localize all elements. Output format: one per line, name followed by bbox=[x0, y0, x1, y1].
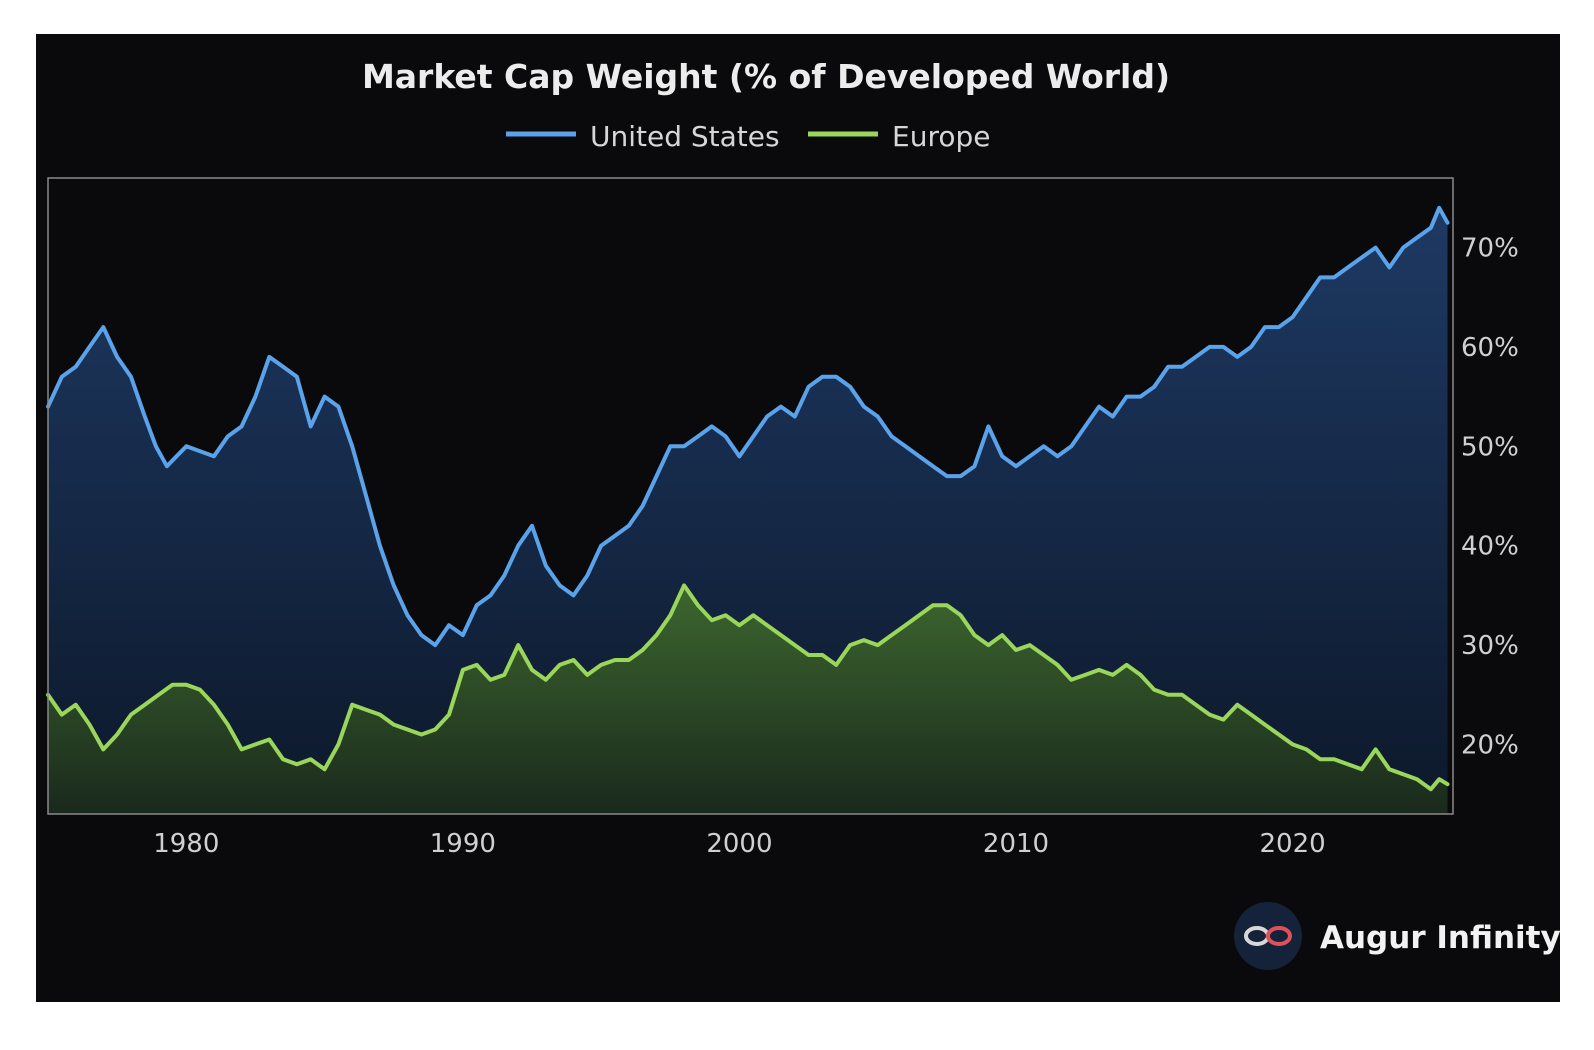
x-tick-label: 2000 bbox=[706, 829, 772, 859]
legend-label-united-states: United States bbox=[590, 120, 780, 153]
brand: Augur Infinity bbox=[1234, 902, 1560, 970]
y-tick-label: 30% bbox=[1461, 631, 1519, 661]
series-line-europe bbox=[46, 583, 1450, 792]
x-tick-label: 2010 bbox=[983, 829, 1049, 859]
x-tick-label: 2020 bbox=[1260, 829, 1326, 859]
chart-title: Market Cap Weight (% of Developed World) bbox=[362, 57, 1170, 96]
x-tick-label: 1990 bbox=[430, 829, 496, 859]
legend: United States Europe bbox=[506, 120, 990, 153]
infinity-logo-icon bbox=[1244, 926, 1292, 946]
x-axis: 1980 1990 2000 2010 2020 bbox=[153, 829, 1325, 859]
x-tick-label: 1980 bbox=[153, 829, 219, 859]
y-tick-label: 60% bbox=[1461, 333, 1519, 363]
area-fill-united-states bbox=[48, 207, 1448, 815]
plot-area bbox=[46, 205, 1450, 815]
y-tick-label: 40% bbox=[1461, 532, 1519, 562]
brand-name: Augur Infinity bbox=[1320, 920, 1560, 956]
y-tick-label: 70% bbox=[1461, 234, 1519, 264]
series-line-united-states bbox=[46, 205, 1450, 648]
chart-panel: Market Cap Weight (% of Developed World)… bbox=[36, 34, 1560, 1002]
y-axis: 20% 30% 40% 50% 60% 70% bbox=[1461, 234, 1519, 761]
chart-svg: Market Cap Weight (% of Developed World)… bbox=[46, 57, 1560, 970]
legend-label-europe: Europe bbox=[892, 120, 990, 153]
area-fill-europe bbox=[48, 585, 1448, 814]
plot-border bbox=[47, 177, 1454, 815]
y-tick-label: 50% bbox=[1461, 432, 1519, 462]
y-tick-label: 20% bbox=[1461, 730, 1519, 760]
